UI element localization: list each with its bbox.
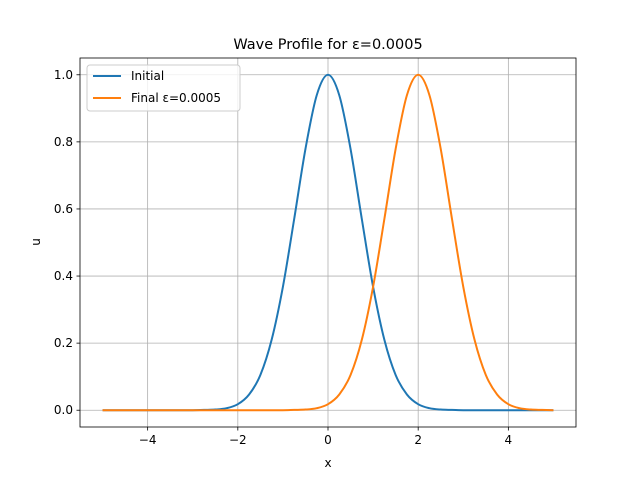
x-tick-label: −4 xyxy=(139,433,157,447)
ticks: −4 −2 0 2 4 0.0 0.2 0.4 0.6 0.8 1.0 xyxy=(54,68,512,447)
x-tick-label: 2 xyxy=(414,433,422,447)
legend-box xyxy=(86,64,241,112)
series-line-final xyxy=(102,73,554,412)
y-tick-label: 0.8 xyxy=(54,135,73,149)
y-tick-label: 0.2 xyxy=(54,336,73,350)
legend-label-final: Final ε=0.0005 xyxy=(131,91,221,105)
y-tick-label: 0.4 xyxy=(54,269,73,283)
series-layer xyxy=(102,73,554,412)
y-tick-label: 1.0 xyxy=(54,68,73,82)
y-tick-label: 0.6 xyxy=(54,202,73,216)
chart-title: Wave Profile for ε=0.0005 xyxy=(233,37,422,53)
x-tick-label: −2 xyxy=(229,433,247,447)
x-tick-label: 0 xyxy=(324,433,332,447)
x-axis-label: x xyxy=(324,456,331,470)
y-axis-label: u xyxy=(29,238,43,246)
legend-label-initial: Initial xyxy=(131,69,164,83)
legend: Initial Final ε=0.0005 xyxy=(86,64,241,112)
y-tick-label: 0.0 xyxy=(54,403,73,417)
x-tick-label: 4 xyxy=(505,433,513,447)
